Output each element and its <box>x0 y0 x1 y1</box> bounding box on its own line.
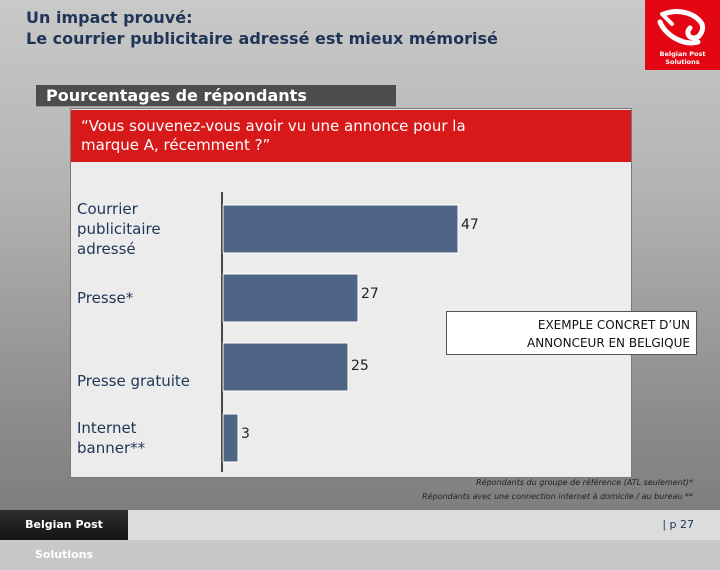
bar-1 <box>222 273 359 323</box>
category-label-2: Presse gratuite <box>77 372 190 390</box>
category-label-0: Courrier publicitaire adressé <box>77 200 161 258</box>
data-label-1: 27 <box>361 286 379 302</box>
page-number: | p 27 <box>662 518 694 531</box>
callout-line-1: EXEMPLE CONCRET D’UN <box>537 318 690 332</box>
question-line-1: “Vous souvenez-vous avoir vu une annonce… <box>81 117 466 135</box>
slide-title: Un impact prouvé: Le courrier publicitai… <box>26 7 626 49</box>
data-label-3: 3 <box>241 426 250 442</box>
logo: Belgian Post Solutions <box>645 0 720 70</box>
footnote-internet: Répondants avec une connection internet … <box>422 492 693 501</box>
bar-0 <box>222 204 459 254</box>
title-line-1: Un impact prouvé: <box>26 8 193 27</box>
survey-question: “Vous souvenez-vous avoir vu une annonce… <box>71 110 631 162</box>
category-label-3: Internet banner** <box>77 419 146 457</box>
bar-3 <box>222 413 239 463</box>
question-line-2: marque A, récemment ?” <box>81 136 271 154</box>
footer: Belgian Post Solutions | p 27 <box>0 510 720 561</box>
chart-subtitle: Pourcentages de répondants <box>36 85 396 107</box>
bar-chart: 47 Courrier publicitaire adressé 27 Presse* 25… <box>77 192 479 472</box>
footnote-reference-group: Répondants du groupe de référence (ATL s… <box>476 478 693 487</box>
example-callout: EXEMPLE CONCRET D’UN ANNONCEUR EN BELGIQ… <box>446 311 697 355</box>
callout-line-2: ANNONCEUR EN BELGIQUE <box>526 336 690 350</box>
category-label-1: Presse* <box>77 289 134 307</box>
data-label-2: 25 <box>351 358 369 374</box>
footer-brand: Belgian Post Solutions <box>0 510 128 561</box>
post-horn-icon <box>657 9 705 46</box>
bar-2 <box>222 342 349 392</box>
data-label-0: 47 <box>461 217 479 233</box>
logo-text: Belgian Post Solutions <box>659 50 706 66</box>
title-line-2: Le courrier publicitaire adressé est mie… <box>26 29 498 48</box>
